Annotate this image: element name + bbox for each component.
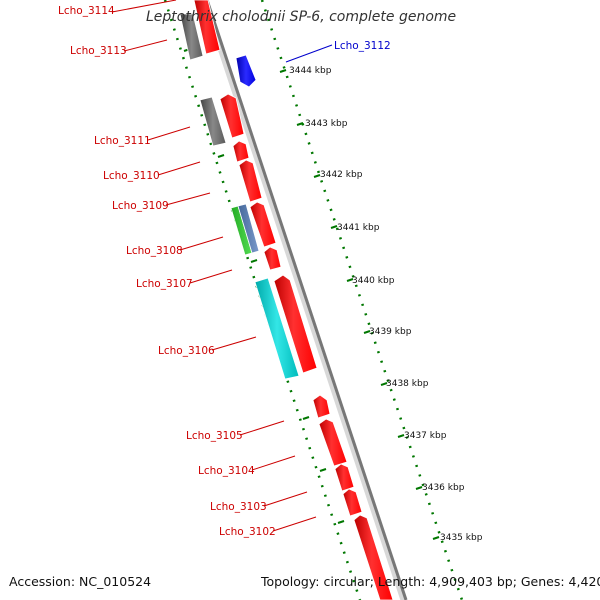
gene-label[interactable]: Lcho_3107 [136, 278, 193, 290]
gene-label[interactable]: Lcho_3113 [70, 45, 127, 57]
scale-label: 3438 kbp [386, 379, 429, 389]
gene-lcho-3114-gray [179, 13, 204, 61]
gene-lcho-3107 [249, 201, 277, 248]
gene-label[interactable]: Lcho_3103 [210, 501, 267, 513]
scale-label: 3443 kbp [305, 119, 348, 129]
backbone [201, 0, 408, 600]
gene-label[interactable]: Lcho_3111 [94, 135, 151, 147]
gene-lcho-3103 [342, 488, 363, 517]
gene-lcho-3112 [235, 54, 257, 88]
scale-label: 3435 kbp [440, 533, 483, 543]
gene-label[interactable]: Lcho_3108 [126, 245, 183, 257]
gene-label[interactable]: Lcho_3106 [158, 345, 215, 357]
gene-lcho-3107b [263, 246, 282, 271]
gene-label-group: Lcho_3114 Lcho_3113 Lcho_3112 Lcho_3111 … [58, 5, 391, 538]
gene-lcho-3106 [273, 274, 318, 374]
gene-label[interactable]: Lcho_3102 [219, 526, 276, 538]
scale-label: 3441 kbp [337, 223, 380, 233]
inner-tick-track [163, 0, 362, 600]
gene-lcho-3106-rna [254, 277, 300, 380]
scale-label: 3436 kbp [422, 483, 465, 493]
gene-lcho-3105b [318, 418, 348, 467]
scale-label: 3442 kbp [320, 170, 363, 180]
gene-features [179, 0, 394, 600]
label-leaders [111, 0, 333, 532]
gene-label[interactable]: Lcho_3105 [186, 430, 243, 442]
genome-summary-text: Topology: circular; Length: 4,909,403 bp… [261, 574, 600, 589]
scale-label: 3440 kbp [352, 276, 395, 286]
scale-label: 3444 kbp [289, 66, 332, 76]
gene-lcho-3102 [353, 514, 394, 600]
gene-lcho-3108-steel [237, 203, 260, 254]
gene-label[interactable]: Lcho_3112 [334, 40, 391, 52]
scale-label-group: 3444 kbp 3443 kbp 3442 kbp 3441 kbp 3440… [289, 66, 483, 543]
map-title: Leptothrix cholodnii SP-6, complete geno… [146, 9, 457, 25]
gene-lcho-3105 [312, 394, 331, 419]
gene-lcho-3109 [238, 159, 263, 203]
gene-lcho-3110 [232, 140, 250, 163]
scale-label: 3437 kbp [404, 431, 447, 441]
gene-label[interactable]: Lcho_3114 [58, 5, 115, 17]
gene-lcho-3111-gray [199, 96, 227, 147]
gene-lcho-3111 [219, 93, 245, 139]
gene-label[interactable]: Lcho_3109 [112, 200, 169, 212]
gene-label[interactable]: Lcho_3104 [198, 465, 255, 477]
gene-label[interactable]: Lcho_3110 [103, 170, 160, 182]
accession-text: Accession: NC_010524 [9, 574, 152, 589]
gene-lcho-3114 [193, 0, 221, 55]
tick-tracks [163, 0, 464, 600]
gene-lcho-3104 [334, 463, 355, 492]
scale-label: 3439 kbp [369, 327, 412, 337]
